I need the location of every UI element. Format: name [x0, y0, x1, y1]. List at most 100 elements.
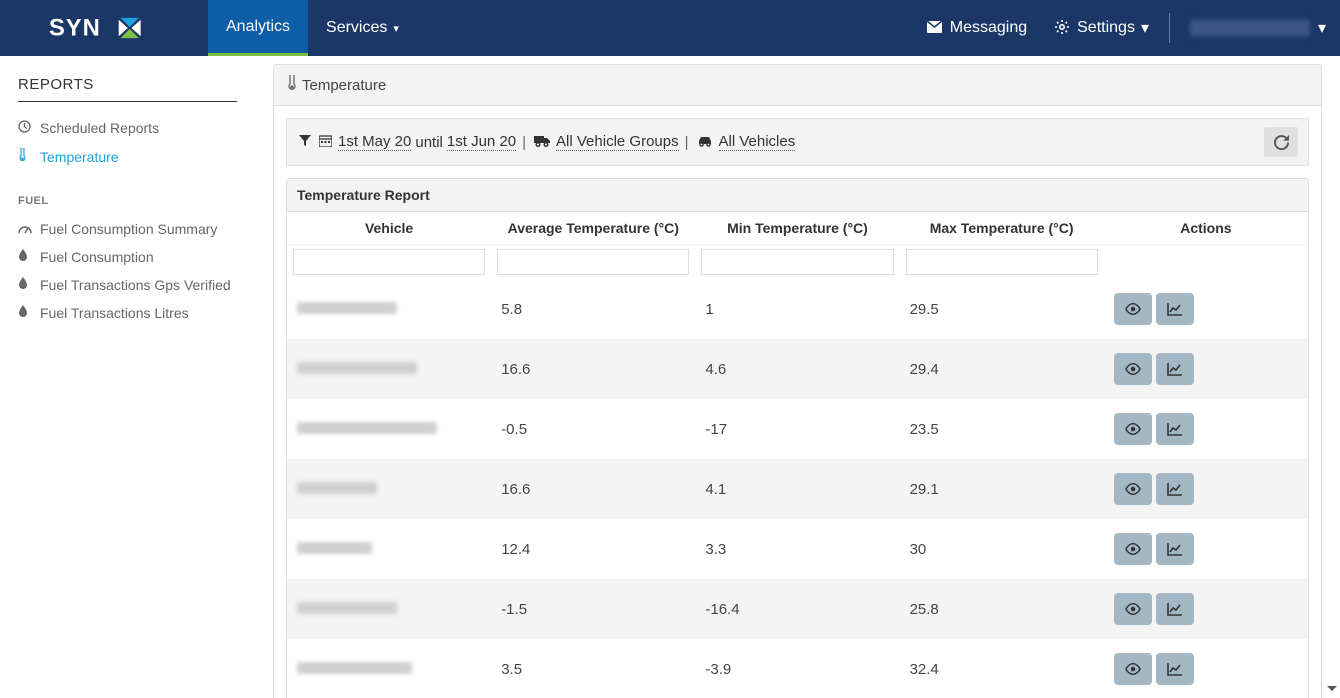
chart-button[interactable] — [1156, 293, 1194, 325]
date-to-link[interactable]: 1st Jun 20 — [447, 133, 516, 151]
vehicle-groups-link[interactable]: All Vehicle Groups — [556, 133, 679, 151]
sidebar-item-fuel-transactions-gps-verified[interactable]: Fuel Transactions Gps Verified — [18, 271, 237, 299]
view-button[interactable] — [1114, 413, 1152, 445]
chart-button[interactable] — [1156, 653, 1194, 685]
avg-temp-cell: -0.5 — [491, 399, 695, 459]
avg-temp-cell: 12.4 — [491, 519, 695, 579]
column-header[interactable]: Max Temperature (°C) — [900, 212, 1104, 245]
refresh-button[interactable] — [1264, 127, 1298, 157]
avg-temp-cell: 5.8 — [491, 279, 695, 339]
drop-icon — [18, 277, 36, 293]
sidebar-item-label: Fuel Consumption Summary — [40, 221, 217, 237]
user-menu[interactable]: ▾ — [1176, 18, 1340, 38]
min-temp-cell: 1 — [695, 279, 899, 339]
sidebar-item-label: Fuel Transactions Litres — [40, 305, 189, 321]
column-header[interactable]: Min Temperature (°C) — [695, 212, 899, 245]
panel-header: Temperature — [274, 65, 1321, 106]
max-temp-cell: 29.4 — [900, 339, 1104, 399]
column-filter-input[interactable] — [497, 249, 689, 275]
calendar-icon — [319, 134, 332, 150]
vehicle-name-redacted — [297, 362, 417, 374]
max-temp-cell: 25.8 — [900, 579, 1104, 639]
column-filter-input[interactable] — [701, 249, 893, 275]
vehicle-name-redacted — [297, 662, 412, 674]
thermo-icon — [18, 148, 36, 165]
view-button[interactable] — [1114, 653, 1152, 685]
chevron-down-icon: ▾ — [1318, 18, 1326, 38]
view-button[interactable] — [1114, 593, 1152, 625]
vehicle-name-redacted — [297, 302, 397, 314]
vehicles-link[interactable]: All Vehicles — [719, 133, 796, 151]
main-content: Temperature 1st May 20 until 1st Jun 20 … — [255, 56, 1340, 698]
vehicle-name-redacted — [297, 542, 372, 554]
view-button[interactable] — [1114, 533, 1152, 565]
nav-settings-link[interactable]: Settings ▾ — [1041, 18, 1163, 38]
table-row: -0.5-1723.5 — [287, 399, 1308, 459]
sidebar-section-heading: FUEL — [18, 195, 237, 207]
table-row: 5.8129.5 — [287, 279, 1308, 339]
nav-right: Messaging Settings ▾ ▾ — [913, 0, 1340, 56]
user-name-redacted — [1190, 20, 1310, 36]
chevron-down-icon: ▾ — [1141, 18, 1149, 38]
nav-tabs: AnalyticsServices▾ — [208, 0, 417, 56]
max-temp-cell: 23.5 — [900, 399, 1104, 459]
nav-tab-services[interactable]: Services▾ — [308, 0, 417, 56]
report-box: Temperature Report VehicleAverage Temper… — [286, 178, 1309, 698]
table-row: 16.64.129.1 — [287, 459, 1308, 519]
min-temp-cell: -17 — [695, 399, 899, 459]
separator: | — [685, 134, 689, 151]
table-row: -1.5-16.425.8 — [287, 579, 1308, 639]
sidebar-item-fuel-consumption[interactable]: Fuel Consumption — [18, 243, 237, 271]
until-word: until — [415, 134, 443, 151]
report-title: Temperature Report — [287, 179, 1308, 212]
nav-messaging-link[interactable]: Messaging — [913, 19, 1041, 37]
scroll-down-indicator[interactable] — [1326, 682, 1338, 694]
chart-button[interactable] — [1156, 593, 1194, 625]
sidebar-item-scheduled-reports[interactable]: Scheduled Reports — [18, 114, 237, 142]
top-navbar: SYN AnalyticsServices▾ MessagingSettings… — [0, 0, 1340, 56]
sidebar: REPORTS Scheduled ReportsTemperature FUE… — [0, 56, 255, 698]
column-header[interactable]: Vehicle — [287, 212, 491, 245]
column-filter-input[interactable] — [293, 249, 485, 275]
nav-right-label: Settings — [1077, 19, 1135, 37]
sidebar-title: REPORTS — [18, 76, 237, 102]
chart-button[interactable] — [1156, 533, 1194, 565]
min-temp-cell: 4.1 — [695, 459, 899, 519]
sidebar-item-fuel-consumption-summary[interactable]: Fuel Consumption Summary — [18, 215, 237, 243]
separator: | — [522, 134, 526, 151]
nav-tab-label: Services — [326, 19, 387, 37]
date-from-link[interactable]: 1st May 20 — [338, 133, 411, 151]
brand-logo[interactable]: SYN — [0, 14, 208, 42]
max-temp-cell: 32.4 — [900, 639, 1104, 698]
chart-button[interactable] — [1156, 473, 1194, 505]
table-row: 12.43.330 — [287, 519, 1308, 579]
view-button[interactable] — [1114, 293, 1152, 325]
column-header[interactable]: Actions — [1104, 212, 1308, 245]
filter-row — [287, 245, 1308, 280]
gear-icon — [1055, 20, 1069, 37]
sidebar-item-temperature[interactable]: Temperature — [18, 142, 237, 171]
table-row: 3.5-3.932.4 — [287, 639, 1308, 698]
column-header[interactable]: Average Temperature (°C) — [491, 212, 695, 245]
view-button[interactable] — [1114, 473, 1152, 505]
gauge-icon — [18, 222, 36, 237]
view-button[interactable] — [1114, 353, 1152, 385]
sidebar-item-fuel-transactions-litres[interactable]: Fuel Transactions Litres — [18, 299, 237, 327]
temperature-table: VehicleAverage Temperature (°C)Min Tempe… — [287, 212, 1308, 698]
avg-temp-cell: 16.6 — [491, 459, 695, 519]
drop-icon — [18, 249, 36, 265]
chart-button[interactable] — [1156, 413, 1194, 445]
table-row: 16.64.629.4 — [287, 339, 1308, 399]
filter-bar: 1st May 20 until 1st Jun 20 | All Vehicl… — [286, 118, 1309, 166]
column-filter-input[interactable] — [906, 249, 1098, 275]
svg-text:SYN: SYN — [49, 14, 101, 41]
nav-tab-analytics[interactable]: Analytics — [208, 0, 308, 56]
max-temp-cell: 29.5 — [900, 279, 1104, 339]
drop-icon — [18, 305, 36, 321]
chart-button[interactable] — [1156, 353, 1194, 385]
truck-icon — [534, 135, 550, 150]
nav-right-label: Messaging — [950, 19, 1027, 37]
sidebar-item-label: Fuel Transactions Gps Verified — [40, 277, 231, 293]
vehicle-name-redacted — [297, 602, 397, 614]
panel-title: Temperature — [302, 77, 386, 94]
